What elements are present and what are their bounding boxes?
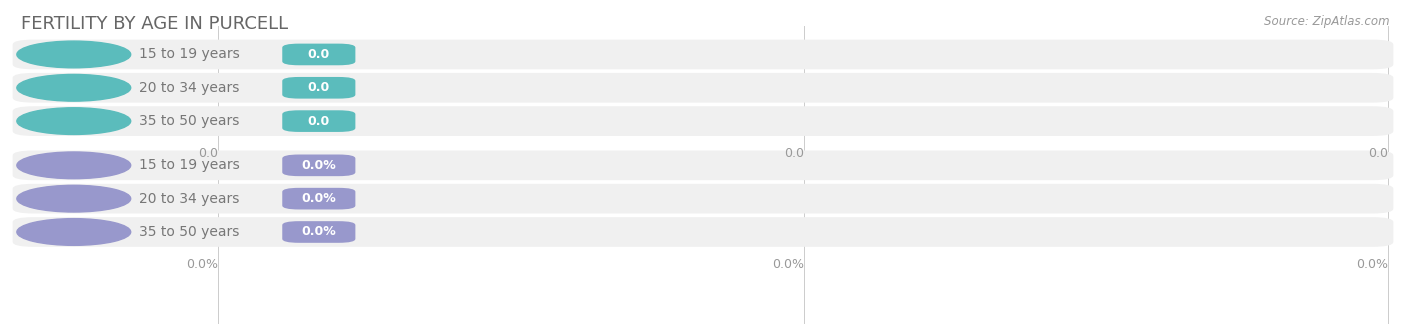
Text: 0.0: 0.0	[785, 147, 804, 160]
Text: 0.0: 0.0	[308, 115, 330, 128]
Text: 15 to 19 years: 15 to 19 years	[139, 48, 240, 61]
Text: 20 to 34 years: 20 to 34 years	[139, 81, 239, 95]
FancyBboxPatch shape	[283, 221, 356, 243]
Circle shape	[17, 108, 131, 134]
FancyBboxPatch shape	[13, 150, 1393, 180]
Text: 0.0%: 0.0%	[772, 258, 804, 271]
Text: 0.0%: 0.0%	[301, 192, 336, 205]
Circle shape	[17, 41, 131, 68]
Text: 0.0: 0.0	[308, 81, 330, 94]
Circle shape	[17, 152, 131, 179]
Text: 0.0: 0.0	[308, 48, 330, 61]
FancyBboxPatch shape	[13, 106, 1393, 136]
FancyBboxPatch shape	[13, 40, 1393, 69]
Text: 0.0%: 0.0%	[1355, 258, 1388, 271]
FancyBboxPatch shape	[283, 188, 356, 210]
Text: 35 to 50 years: 35 to 50 years	[139, 225, 239, 239]
Text: 0.0%: 0.0%	[186, 258, 218, 271]
Circle shape	[17, 75, 131, 101]
Text: 35 to 50 years: 35 to 50 years	[139, 114, 239, 128]
FancyBboxPatch shape	[283, 110, 356, 132]
Text: 0.0%: 0.0%	[301, 159, 336, 172]
Text: Source: ZipAtlas.com: Source: ZipAtlas.com	[1264, 15, 1389, 28]
Text: 0.0: 0.0	[198, 147, 218, 160]
Circle shape	[17, 219, 131, 245]
Text: 0.0: 0.0	[1368, 147, 1388, 160]
Text: 15 to 19 years: 15 to 19 years	[139, 158, 240, 172]
FancyBboxPatch shape	[13, 73, 1393, 103]
FancyBboxPatch shape	[283, 154, 356, 176]
FancyBboxPatch shape	[283, 44, 356, 65]
Circle shape	[17, 185, 131, 212]
FancyBboxPatch shape	[13, 217, 1393, 247]
FancyBboxPatch shape	[283, 77, 356, 99]
FancyBboxPatch shape	[13, 184, 1393, 214]
Text: 20 to 34 years: 20 to 34 years	[139, 192, 239, 206]
Text: FERTILITY BY AGE IN PURCELL: FERTILITY BY AGE IN PURCELL	[21, 15, 288, 33]
Text: 0.0%: 0.0%	[301, 225, 336, 239]
